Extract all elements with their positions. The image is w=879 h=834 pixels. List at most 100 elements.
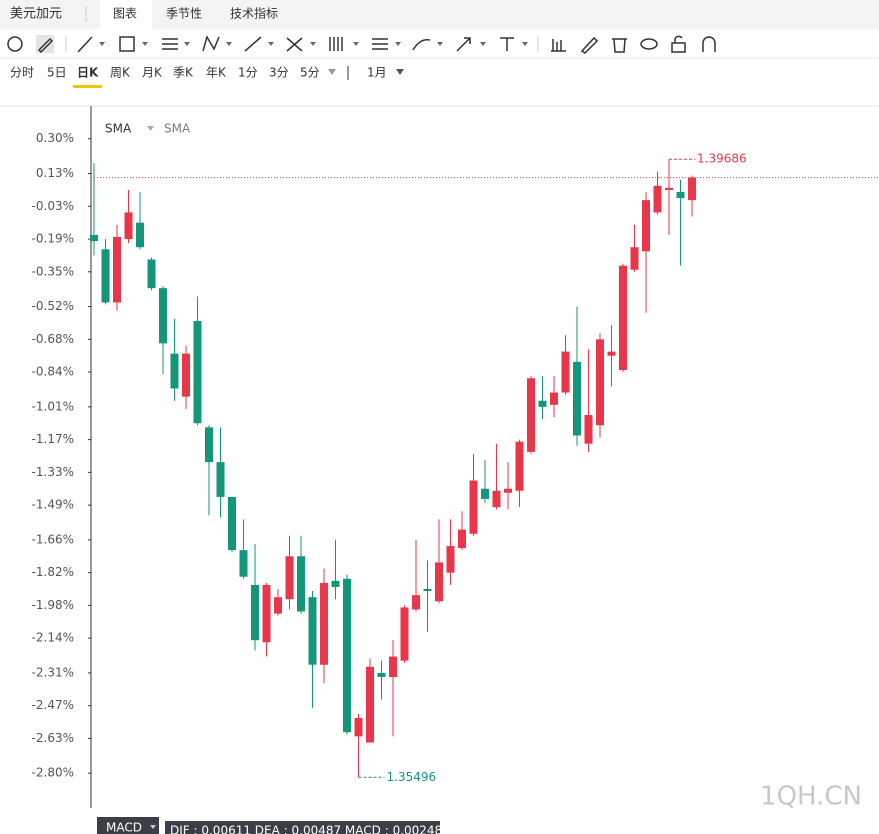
candle-body [584,415,593,444]
period[interactable]: 季K [173,66,194,80]
candle-body [262,584,271,643]
tool-icon[interactable] [244,36,262,52]
y-tick-label: -0.35% [32,264,74,278]
tool-icon[interactable] [640,38,658,50]
tool-icon[interactable] [329,37,343,51]
y-tick-label: 0.30% [36,131,74,145]
y-tick-label: -0.19% [32,232,74,246]
y-tick-label: -1.01% [32,399,74,413]
tool-icon[interactable] [162,38,178,50]
toolbar [7,35,716,54]
candle-body [147,259,156,289]
tool-icon[interactable] [372,38,388,50]
tool-icon[interactable] [7,36,23,52]
candle-body [412,595,420,610]
tool-icon[interactable] [580,36,599,54]
month-arrow[interactable] [396,69,404,75]
candle-body [458,529,466,549]
candle-body [527,378,535,452]
y-tick-label: -1.17% [32,432,74,446]
period[interactable]: 5分 [300,66,320,80]
indicator-box [165,821,440,834]
candle-body [90,234,98,242]
tab[interactable]: 技术指标 [230,6,278,21]
candle-body [377,672,386,678]
y-tick-label: -0.52% [32,299,74,313]
y-tick-label: -2.63% [32,731,74,745]
period[interactable]: 分时 [10,66,34,80]
tool-icon[interactable] [612,38,627,53]
candle-body [251,584,259,641]
candle-body [400,607,409,661]
candle-body [423,589,432,592]
candle-body [504,488,512,493]
period[interactable]: 周K [110,66,131,80]
legend-item: SMA [164,122,191,136]
candle-body [607,351,616,356]
tool-icon[interactable] [702,36,716,52]
tool-icon[interactable] [37,37,54,54]
tool-icon[interactable] [119,36,135,52]
y-tick-label: -2.80% [32,766,74,780]
candle-body [596,339,604,426]
y-tick-label: -2.14% [32,631,74,645]
indicator-values: DIF : 0.00611 DEA : 0.00487 MACD : 0.002… [170,824,442,834]
candle-body [550,392,558,405]
period[interactable]: 3分 [269,66,289,80]
indicator-select[interactable] [97,817,159,834]
tool-icon[interactable] [286,37,303,52]
tool-icon[interactable] [77,36,93,53]
symbol: 美元加元 [10,7,62,22]
candle-body [653,185,662,213]
tool-icon[interactable] [500,37,514,51]
high-label: 1.39686 [697,152,747,166]
indicator-arrow[interactable] [150,825,156,829]
candle-body [331,580,340,587]
tab[interactable]: 图表 [113,7,137,21]
month-select[interactable]: 1月 [367,66,387,80]
y-tick-label: 0.13% [36,166,74,180]
period[interactable]: 年K [206,66,227,80]
indicator-name[interactable]: MACD [106,821,142,834]
tab[interactable]: 季节性 [166,7,202,21]
period[interactable]: 日K [77,66,99,80]
y-tick-label: -0.68% [32,332,74,346]
period[interactable]: 月K [142,66,163,80]
candle-body [481,488,489,499]
candle-body [343,578,351,733]
candle-body [665,187,673,190]
candle-body [274,597,282,614]
y-tick-label: -2.47% [32,698,74,712]
candle-body [538,400,547,407]
y-tick-label: -0.03% [32,199,74,213]
candle-body [228,496,236,551]
candle-body [619,265,627,371]
y-tick-label: -1.98% [32,598,74,612]
candle-body [193,320,202,424]
tool-icon[interactable] [456,37,471,52]
y-tick-label: -1.82% [32,565,74,579]
candle-body [435,562,443,602]
period-active [73,85,102,88]
candle-body [205,427,213,463]
period-arrow[interactable] [328,69,336,75]
tool-icon[interactable] [202,35,220,52]
candle-body [136,222,144,248]
candle-body [446,546,455,573]
tool-icon[interactable] [412,38,431,51]
period[interactable]: 1分 [238,66,258,80]
low-label: 1.35496 [387,770,437,784]
tool-icon[interactable] [671,42,686,53]
tool-icon[interactable] [674,35,683,43]
candle-body [285,556,294,600]
y-tick-label: -1.33% [32,465,74,479]
candle-body [170,353,179,389]
y-tick-label: -1.66% [32,532,74,546]
period[interactable]: 5日 [47,66,67,80]
candle-body [239,550,248,577]
active-tab-bg [100,0,152,29]
y-tick-label: -2.31% [32,665,74,679]
candle-body [366,666,374,743]
tool-icon[interactable] [551,39,566,52]
